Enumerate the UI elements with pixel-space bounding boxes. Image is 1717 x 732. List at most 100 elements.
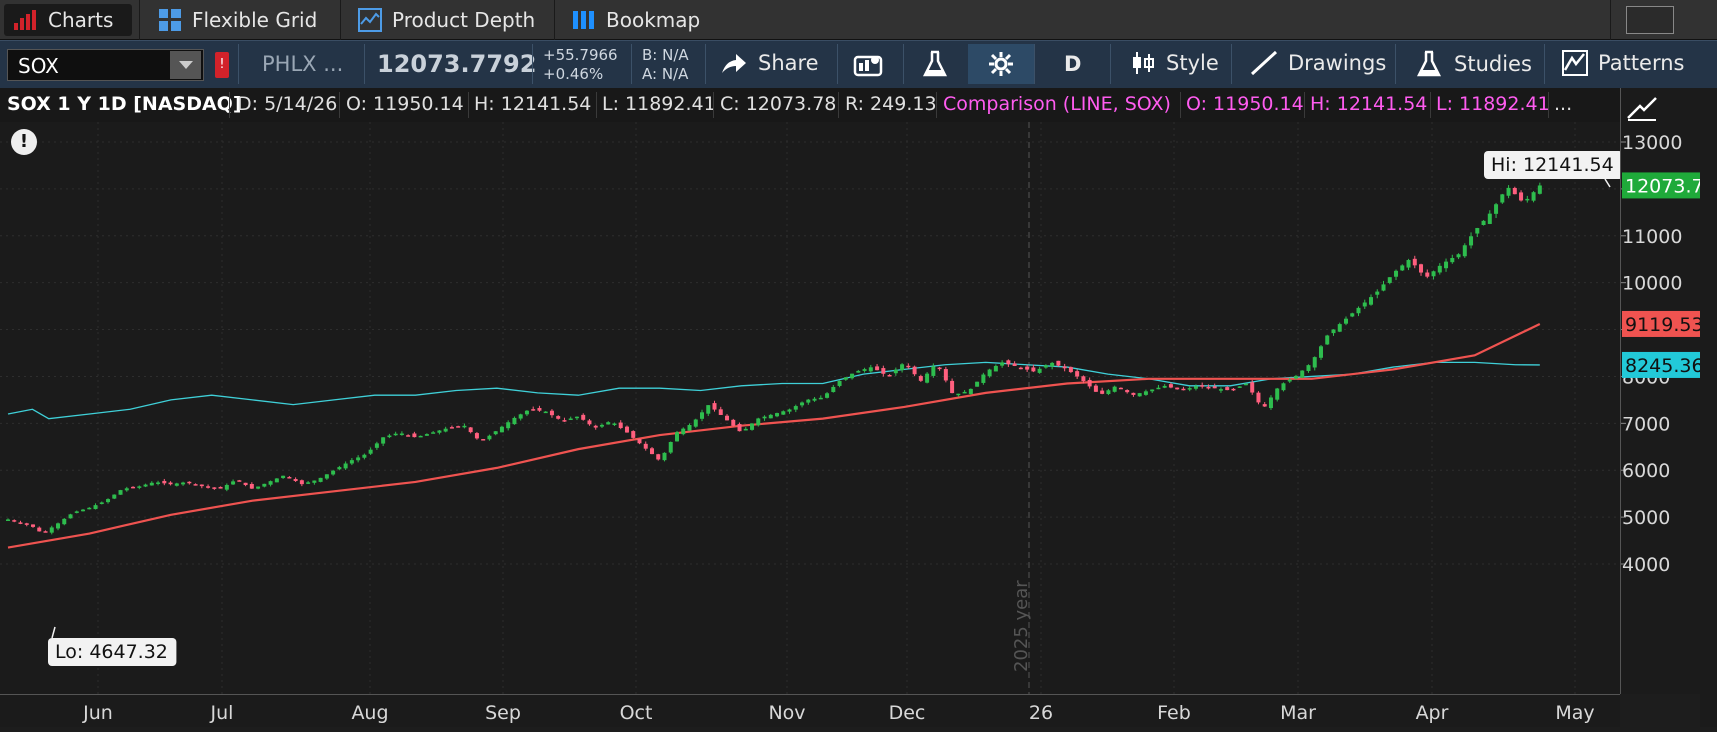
candle-body — [506, 422, 511, 429]
candle-body — [574, 416, 579, 419]
hi-label: Hi: 12141.54 — [1484, 151, 1623, 179]
x-tick-label: Nov — [768, 702, 805, 724]
alert-icon[interactable]: ! — [11, 129, 37, 155]
alert-flag-icon[interactable]: ! — [215, 52, 229, 78]
window-maximize-button[interactable] — [1626, 6, 1674, 34]
candle-body — [1356, 307, 1361, 314]
candle-body — [468, 427, 473, 433]
comparison-low: L: 11892.41 — [1436, 93, 1550, 115]
year-marker-label: 2025 year — [1011, 580, 1032, 672]
candle-body — [912, 366, 917, 375]
bar-low: L: 11892.41 — [602, 93, 716, 115]
candle-body — [131, 486, 136, 489]
tab-flexible-grid[interactable]: Flexible Grid — [150, 4, 317, 36]
candle-body — [1450, 258, 1455, 263]
candle-body — [737, 424, 742, 432]
candle-body — [424, 434, 429, 436]
chart-plot-area[interactable]: 2025 year Hi: 12141.54 Lo: 4647.32 — [0, 122, 1623, 694]
candle-body — [856, 370, 861, 373]
last-price: 12073.7792 — [377, 50, 537, 78]
candle-body — [762, 416, 767, 419]
candle-body — [693, 419, 698, 427]
candle-body — [1300, 370, 1305, 378]
price-chart[interactable]: 2025 year Hi: 12141.54 Lo: 4647.32 — [0, 122, 1623, 694]
candle-body — [1075, 371, 1080, 377]
x-tick-label: Dec — [889, 702, 926, 724]
candle-body — [174, 483, 179, 486]
candle-body — [62, 518, 67, 525]
bar-range: R: 249.13 — [845, 93, 937, 115]
x-tick-label: Sep — [485, 702, 521, 724]
candle-body — [24, 523, 29, 525]
candle-body — [562, 420, 567, 422]
bar-close: C: 12073.78 — [720, 93, 837, 115]
chart-toolbar — [0, 40, 1717, 88]
candle-body — [337, 467, 342, 470]
tab-product-depth[interactable]: Product Depth — [350, 4, 535, 36]
candle-body — [87, 507, 92, 510]
candle-body — [581, 414, 586, 420]
candle-body — [306, 482, 311, 484]
candle-body — [549, 410, 554, 416]
candle-body — [243, 482, 248, 486]
candle-body — [712, 403, 717, 410]
share-icon — [722, 54, 746, 73]
symbol-dropdown-button[interactable] — [170, 51, 201, 79]
candle-body — [93, 505, 98, 510]
candle-body — [399, 433, 404, 436]
candle-body — [1406, 260, 1411, 268]
svg-text:Hi: 12141.54: Hi: 12141.54 — [1491, 154, 1614, 176]
aggregation-dropdown[interactable]: D — [1064, 52, 1081, 76]
candle-body — [49, 527, 54, 533]
tab-bookmap[interactable]: Bookmap — [564, 4, 700, 36]
y-tick-label: 6000 — [1622, 460, 1670, 482]
drawings-dropdown[interactable]: Drawings — [1250, 50, 1386, 76]
bar-open: O: 11950.14 — [346, 93, 464, 115]
time-axis[interactable]: Jun Jul Aug Sep Oct Nov Dec 26 Feb Mar Apr May — [0, 694, 1620, 727]
candle-body — [1231, 388, 1236, 391]
style-dropdown[interactable]: Style — [1130, 50, 1219, 76]
candle-body — [868, 367, 873, 372]
candle-body — [1037, 368, 1042, 373]
candle-body — [1131, 392, 1136, 395]
candle-body — [1512, 187, 1517, 195]
candle-body — [1225, 387, 1230, 391]
snapshot-button[interactable] — [853, 52, 883, 78]
camera-icon — [853, 55, 883, 77]
studies-lab-button[interactable] — [922, 50, 948, 78]
candle-body — [1318, 346, 1323, 358]
candle-body — [193, 484, 198, 486]
patterns-dropdown[interactable]: Patterns — [1562, 50, 1685, 76]
lo-label-pointer — [51, 626, 56, 639]
candle-body — [743, 428, 748, 431]
net-change: +55.7966 — [543, 46, 618, 64]
share-button[interactable]: Share — [720, 51, 819, 75]
candle-body — [681, 428, 686, 435]
candle-body — [499, 426, 504, 433]
moving-average-line — [7, 322, 1541, 549]
axis-scale-button[interactable] — [1626, 92, 1660, 122]
candle-body — [331, 470, 336, 475]
candle-body — [931, 366, 936, 376]
candle-body — [1168, 384, 1173, 388]
candle-body — [68, 514, 73, 519]
candle-body — [1093, 385, 1098, 392]
candle-body — [1100, 390, 1105, 394]
patterns-icon — [1562, 50, 1588, 76]
candle-body — [1081, 376, 1086, 382]
svg-text:8245.36: 8245.36 — [1625, 355, 1704, 377]
tab-charts[interactable]: Charts — [4, 4, 132, 36]
candle-body — [299, 480, 304, 485]
candle-body — [950, 380, 955, 394]
candle-body — [1325, 335, 1330, 345]
y-tick-label: 4000 — [1622, 554, 1670, 576]
candle-body — [981, 374, 986, 383]
candle-body — [249, 483, 254, 489]
candle-body — [1387, 277, 1392, 283]
candle-body — [387, 435, 392, 438]
candle-body — [1000, 362, 1005, 366]
comparison-label: Comparison (LINE, SOX) — [943, 93, 1171, 115]
studies-dropdown[interactable]: Studies — [1416, 50, 1532, 78]
settings-button[interactable] — [968, 44, 1034, 84]
candle-body — [862, 369, 867, 371]
